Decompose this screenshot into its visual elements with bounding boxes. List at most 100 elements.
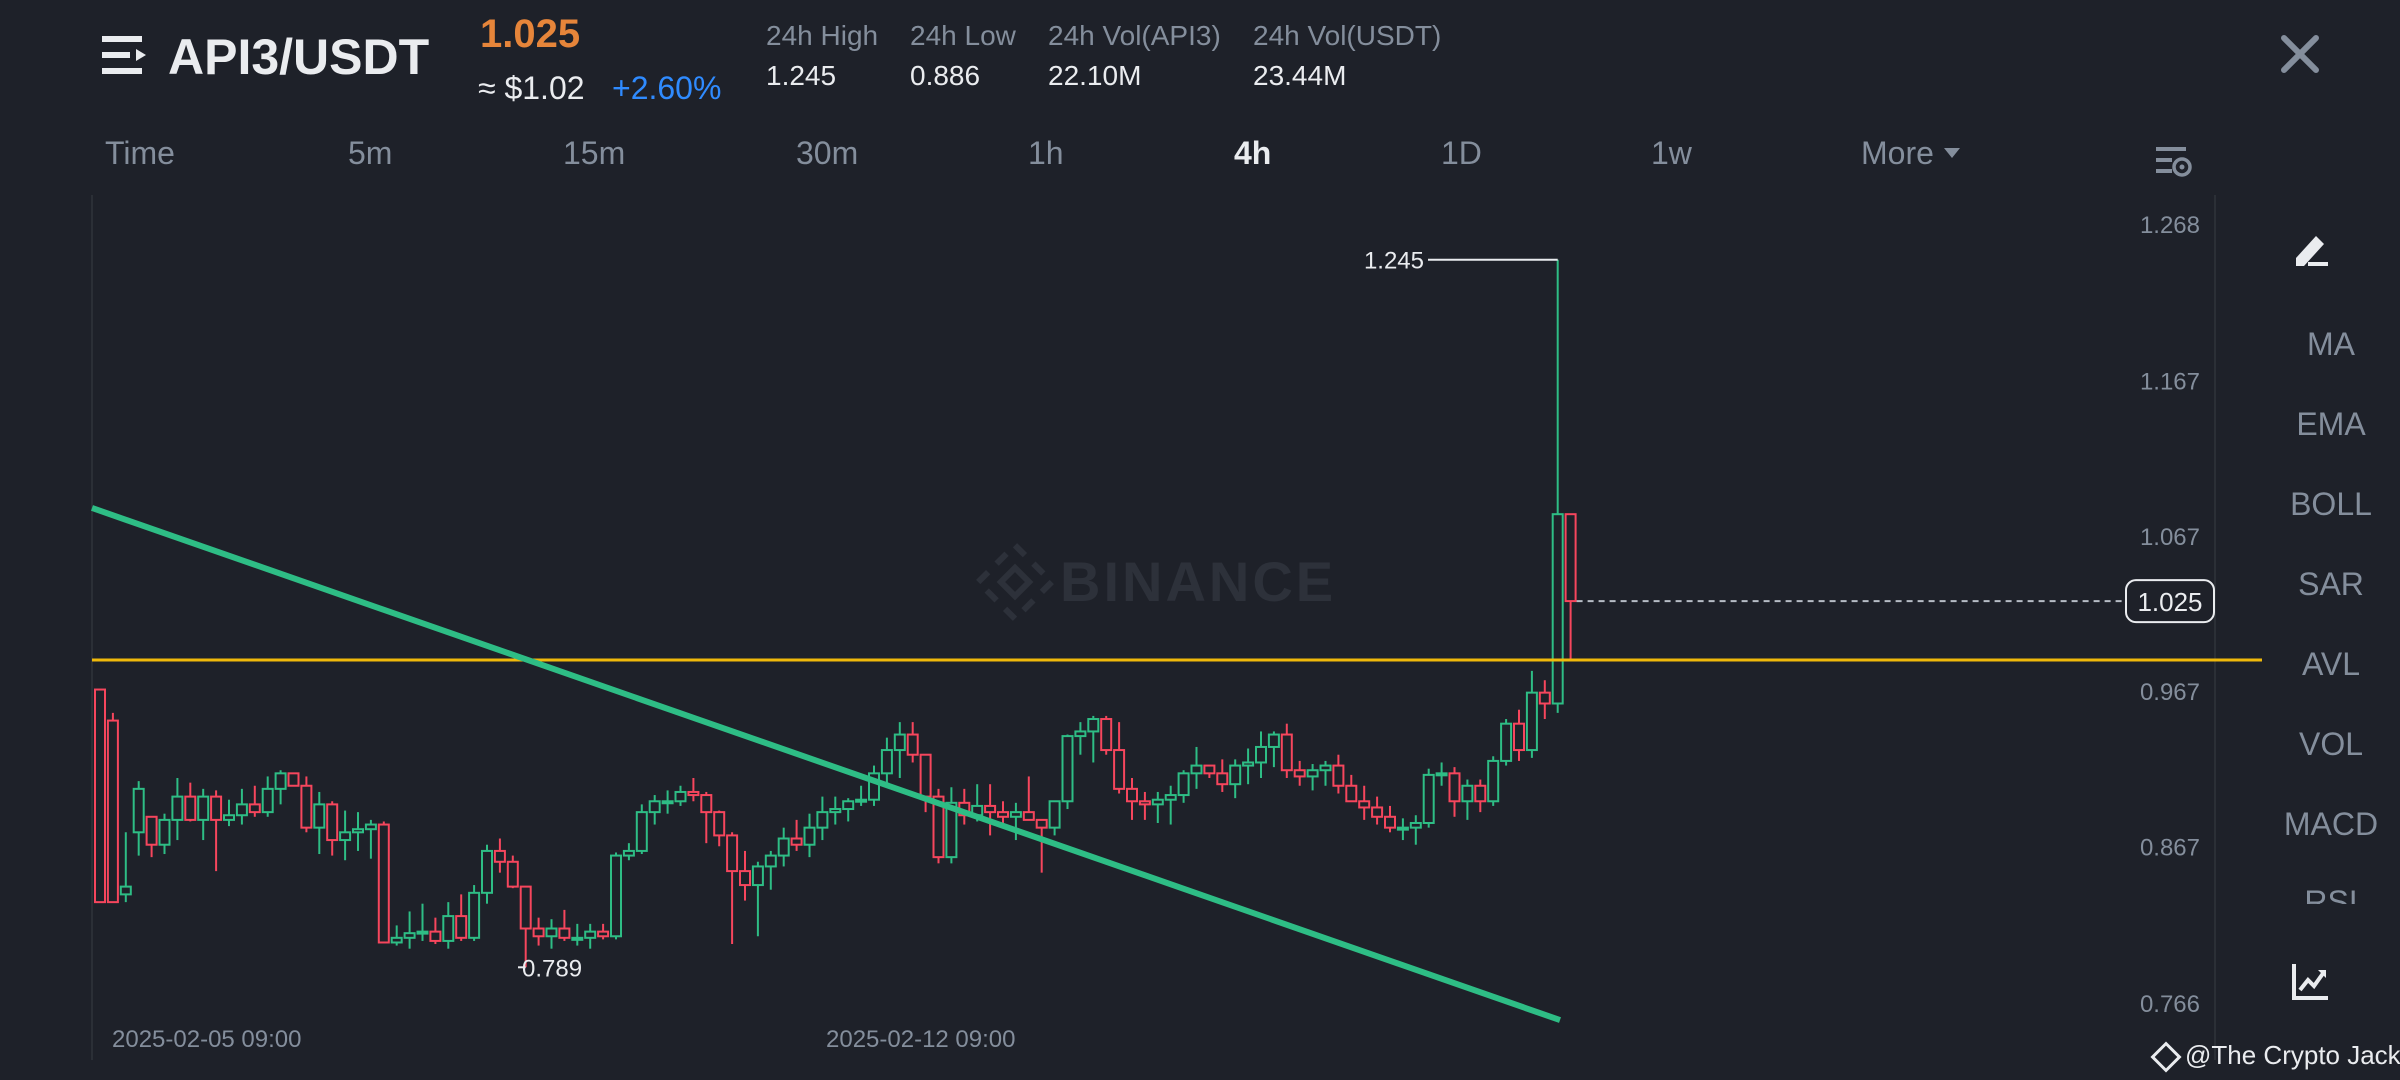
candle (1396, 818, 1409, 841)
chart-settings-icon[interactable] (2153, 141, 2193, 181)
candle (777, 827, 790, 867)
candle (145, 815, 158, 858)
tool-rsi[interactable]: RSI (2262, 884, 2400, 904)
candle (1487, 756, 1500, 806)
close-icon[interactable] (2278, 32, 2322, 76)
candle (1513, 709, 1525, 761)
labels-layer: 1.025 1.245 0.789 1.268 1.167 1.067 0.967 0.867… (112, 212, 2215, 1053)
interval-1h[interactable]: 1h (1028, 135, 1064, 171)
current-price-label-box (2125, 579, 2215, 624)
stat-value-24h-vol-base: 22.10M (1048, 60, 1142, 91)
time-axis-label: 2025-02-12 09:00 (826, 1026, 1016, 1053)
candle (390, 925, 403, 946)
low-marker-label: 0.789 (522, 955, 582, 982)
candle (106, 712, 119, 904)
candle (713, 810, 726, 847)
interval-bar: Time 5m 15m 30m 1h 4h 1D 1w More (0, 135, 2400, 187)
candle (274, 770, 287, 805)
chart-frame (91, 195, 2216, 1060)
interval-4h[interactable]: 4h (1234, 135, 1272, 171)
binance-small-logo-icon (2150, 1041, 2182, 1073)
candle (210, 790, 223, 872)
interval-more[interactable]: More (1861, 135, 1960, 172)
candle (287, 772, 300, 787)
menu-icon[interactable] (100, 32, 148, 78)
tool-macd[interactable]: MACD (2283, 806, 2379, 842)
interval-time[interactable]: Time (105, 135, 175, 171)
candle (1538, 680, 1551, 720)
candle (248, 785, 261, 817)
candle (1293, 760, 1306, 786)
candle (1384, 805, 1396, 833)
candle (958, 788, 971, 825)
interval-30m[interactable]: 30m (796, 135, 859, 171)
candle (1177, 770, 1190, 803)
header-bar: API3/USDT 1.025 ≈ $1.02 +2.60% 24h High … (0, 0, 2400, 130)
candle (635, 804, 648, 855)
candle (816, 796, 829, 841)
candle (1048, 800, 1061, 836)
price-axis-label: 0.766 (2140, 991, 2200, 1018)
candle (545, 919, 558, 949)
candle (158, 813, 171, 855)
candle (377, 821, 390, 944)
candle (1500, 719, 1513, 766)
change-percent: +2.60% (612, 70, 722, 106)
candle (1100, 715, 1113, 755)
candle (1461, 779, 1474, 820)
interval-5m[interactable]: 5m (348, 135, 393, 171)
tool-sar[interactable]: SAR (2298, 566, 2364, 602)
candle (326, 801, 339, 856)
candle (1280, 723, 1293, 778)
binance-logo-icon (973, 540, 1057, 624)
candle (571, 923, 584, 946)
tool-ma[interactable]: MA (2307, 326, 2355, 362)
draw-tool-icon[interactable] (2290, 228, 2330, 268)
tool-avl[interactable]: AVL (2301, 646, 2361, 682)
candle (352, 812, 364, 851)
interval-15m[interactable]: 15m (563, 135, 626, 171)
candle (726, 832, 739, 945)
time-axis-label: 2025-02-05 09:00 (112, 1026, 302, 1053)
candles-layer (94, 259, 1577, 968)
candle (532, 917, 545, 946)
candle (197, 788, 210, 841)
candle (919, 753, 932, 813)
tool-ema[interactable]: EMA (2296, 406, 2366, 442)
candle (184, 782, 197, 822)
candle (1564, 513, 1577, 659)
line-chart-icon[interactable] (2290, 962, 2330, 1002)
candle (506, 855, 519, 889)
candle (1022, 776, 1035, 821)
candle (493, 838, 506, 873)
candle (584, 923, 597, 949)
interval-1d[interactable]: 1D (1441, 135, 1482, 171)
candle (597, 923, 610, 940)
candle (223, 799, 235, 827)
candle (674, 785, 687, 806)
candle (1525, 670, 1538, 758)
tool-vol[interactable]: VOL (2298, 726, 2364, 762)
pair-title[interactable]: API3/USDT (168, 29, 430, 85)
candle (1009, 802, 1022, 841)
candle (1409, 815, 1422, 845)
candle (880, 737, 893, 783)
candle (803, 813, 816, 858)
candle (1035, 818, 1048, 873)
candle (855, 785, 868, 806)
trend-line[interactable] (91, 505, 1561, 1023)
indicator-toolbar: MA EMA BOLL SAR AVL VOL MACD RSI (2262, 190, 2400, 1050)
candle (1242, 748, 1255, 785)
interval-1w[interactable]: 1w (1651, 135, 1692, 171)
candle (764, 850, 777, 890)
usd-price: ≈ $1.02 (478, 70, 585, 106)
binance-watermark: BINANCE (973, 540, 1333, 624)
candle (1126, 777, 1138, 820)
candle (313, 791, 326, 855)
candle (132, 781, 145, 856)
candle (558, 909, 571, 941)
tool-boll[interactable]: BOLL (2290, 486, 2372, 522)
candle (751, 861, 764, 937)
credit-label: @The Crypto Jack (2185, 1040, 2400, 1070)
